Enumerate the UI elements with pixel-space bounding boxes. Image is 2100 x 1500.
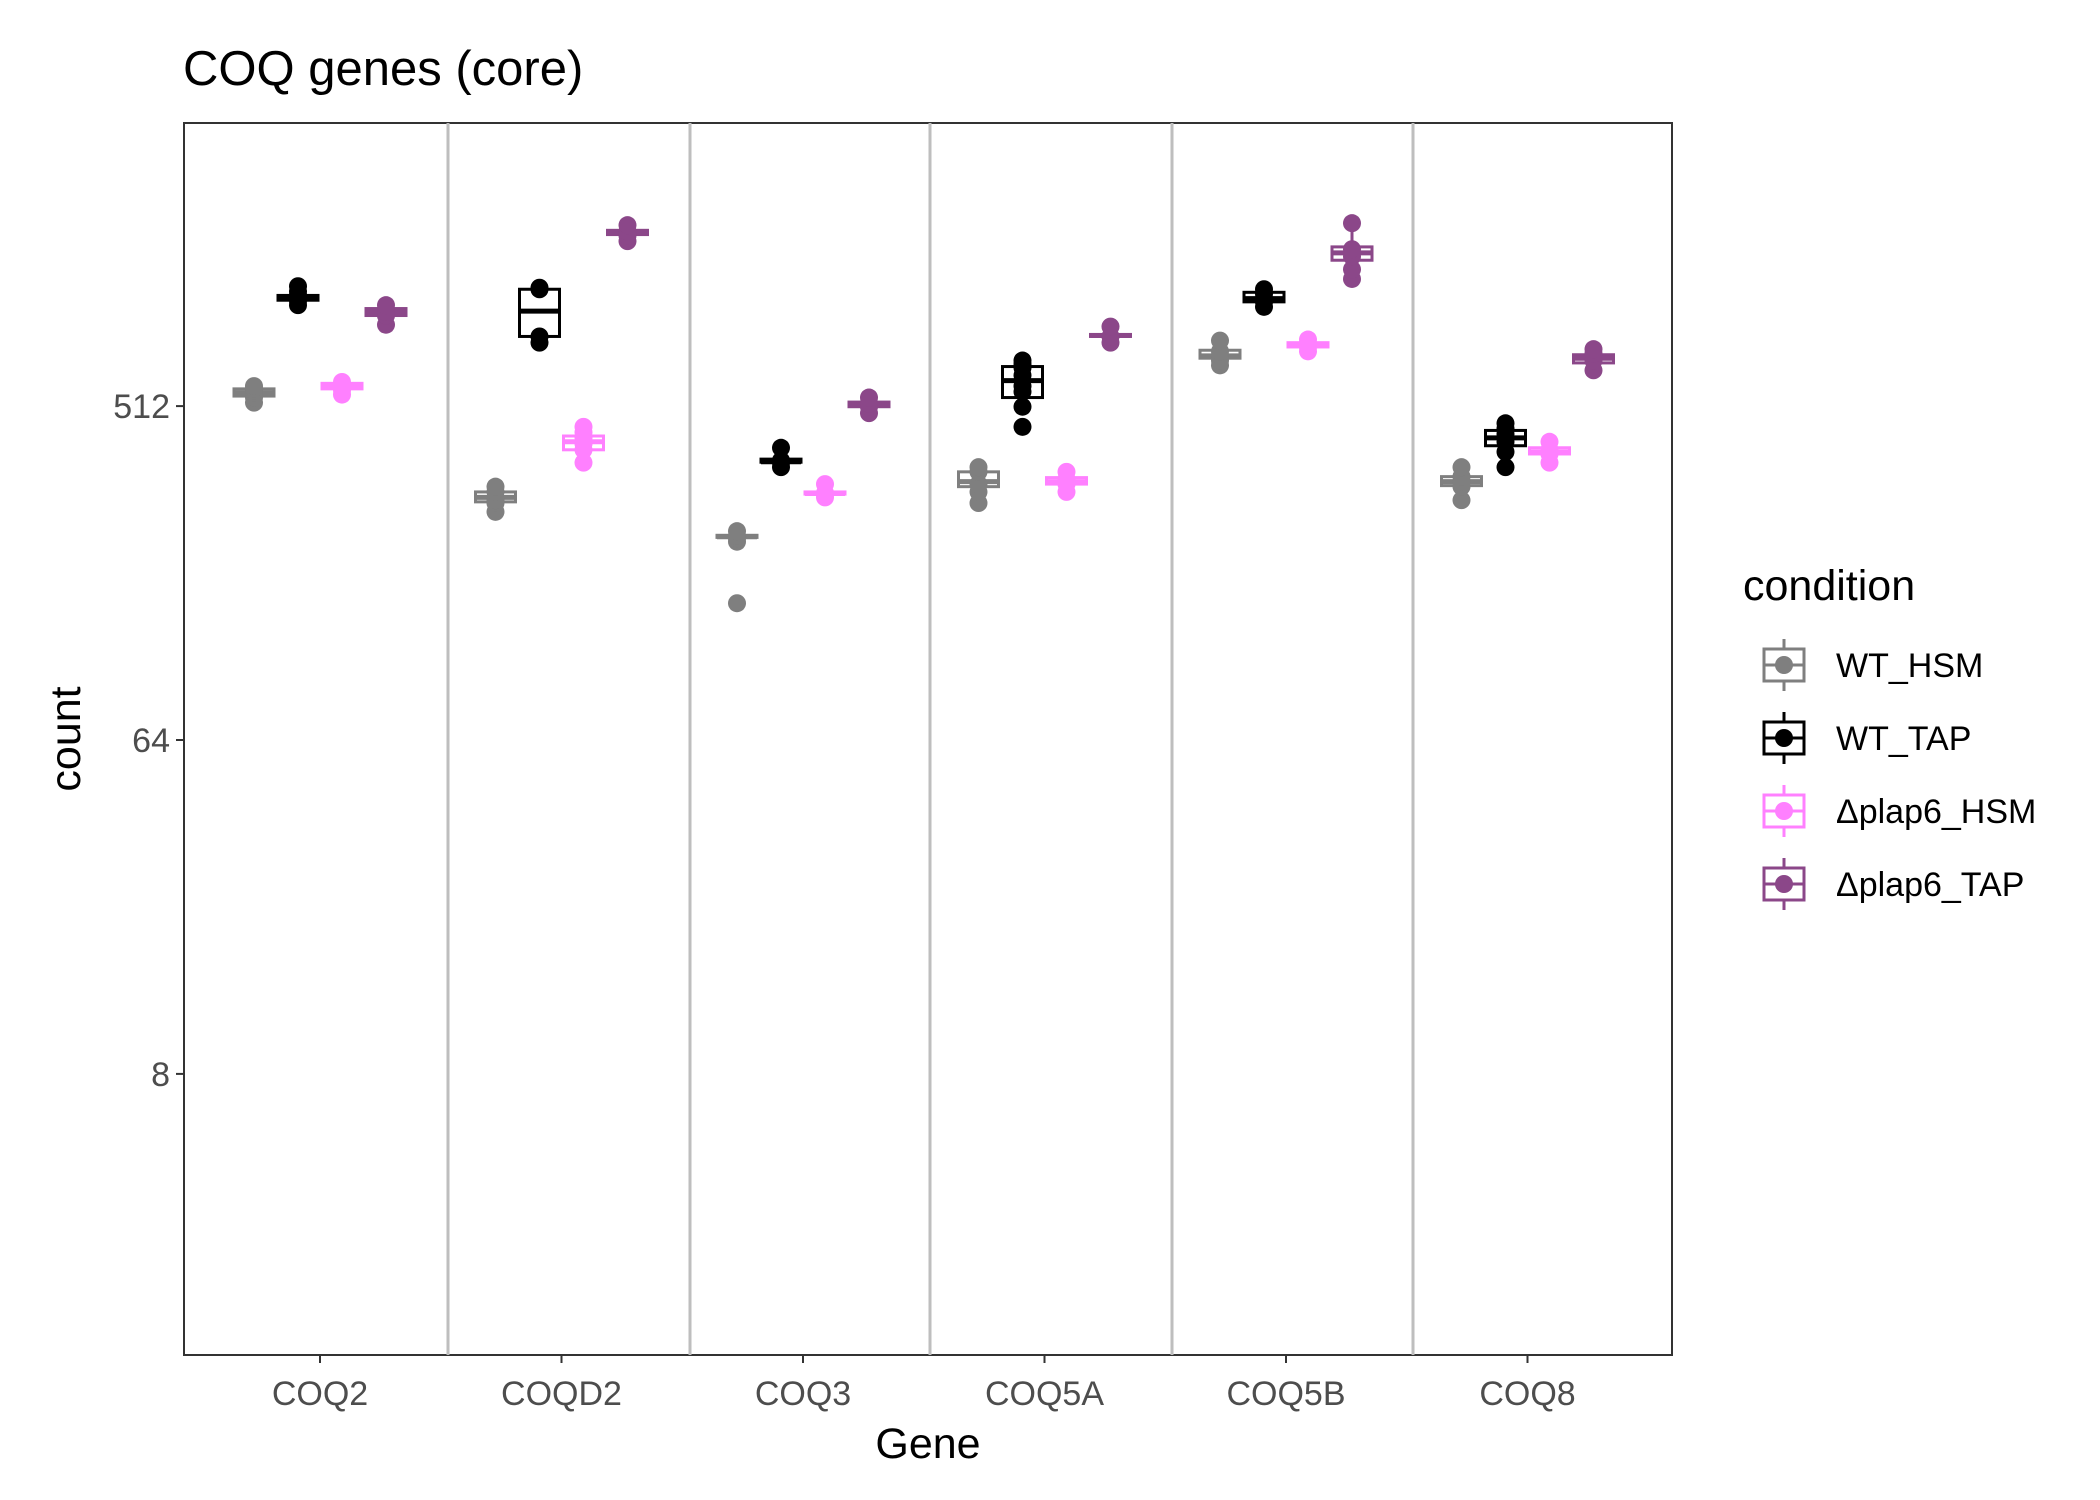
data-point: [1255, 280, 1273, 299]
data-point: [1013, 397, 1032, 416]
data-point: [728, 522, 746, 541]
data-point: [1496, 458, 1515, 477]
data-point: [245, 377, 263, 396]
legend-key-point: [1775, 802, 1793, 820]
facet-dividers: [446, 123, 1415, 1355]
y-axis: 8 64 512: [113, 388, 184, 1094]
box-COQ8-WT_HSM: [1440, 458, 1483, 510]
data-point: [377, 296, 395, 315]
legend-label: WT_HSM: [1836, 647, 1983, 685]
series-Δplap6_TAP: [364, 214, 1615, 423]
data-point: [772, 438, 790, 457]
box-COQD2-WT_HSM: [474, 477, 517, 521]
x-axis-title: Gene: [875, 1420, 980, 1468]
data-point: [1013, 351, 1032, 370]
data-point: [486, 477, 505, 496]
y-tick-label: 64: [132, 722, 170, 760]
data-point: [969, 458, 988, 477]
data-point: [1101, 317, 1120, 336]
data-point: [1584, 340, 1603, 359]
x-tick-label: COQ2: [272, 1375, 368, 1413]
series-Δplap6_HSM: [320, 330, 1571, 507]
y-tick-label: 512: [113, 388, 170, 426]
data-marks: [232, 214, 1615, 613]
data-point: [816, 475, 834, 494]
data-point: [1211, 331, 1229, 350]
data-point: [1452, 458, 1471, 477]
chart-title: COQ genes (core): [183, 42, 583, 96]
x-tick-label: COQD2: [501, 1375, 622, 1413]
box-COQD2-Δplap6_TAP: [606, 216, 649, 251]
y-tick-label: 8: [151, 1056, 170, 1094]
y-axis-title: count: [42, 686, 90, 791]
data-point: [1452, 491, 1471, 510]
data-point: [289, 277, 307, 296]
data-point: [1013, 417, 1032, 436]
data-point: [333, 372, 351, 391]
legend-label: Δplap6_TAP: [1836, 866, 2024, 904]
legend-key: [1762, 858, 1806, 910]
box-COQ2-Δplap6_TAP: [364, 296, 408, 334]
box-COQ8-Δplap6_HSM: [1528, 432, 1571, 472]
box-COQ3-WT_HSM: [715, 522, 759, 613]
box-COQ2-WT_TAP: [276, 277, 320, 315]
data-point: [530, 278, 549, 297]
legend-label: Δplap6_HSM: [1836, 793, 2036, 831]
series-WT_TAP: [276, 277, 1527, 477]
data-point: [530, 327, 549, 346]
data-point: [772, 451, 790, 470]
box-COQD2-Δplap6_HSM: [562, 417, 605, 472]
box-COQ2-WT_HSM: [232, 377, 276, 412]
data-point: [728, 594, 746, 613]
legend-key: [1762, 785, 1806, 837]
box-COQ5B-Δplap6_TAP: [1330, 214, 1374, 288]
box-COQ5B-WT_TAP: [1242, 280, 1286, 316]
box-COQ3-Δplap6_TAP: [847, 388, 891, 423]
legend-key: [1762, 712, 1806, 764]
data-point: [574, 417, 593, 436]
legend-key-point: [1775, 875, 1793, 893]
box-COQ5A-Δplap6_TAP: [1089, 317, 1132, 352]
box-COQ8-Δplap6_TAP: [1572, 340, 1615, 380]
legend-key-point: [1775, 656, 1793, 674]
box-COQ2-Δplap6_HSM: [320, 372, 364, 404]
box-COQ5A-WT_HSM: [957, 458, 1000, 513]
data-point: [1343, 260, 1361, 279]
legend-title: condition: [1743, 562, 1915, 610]
data-point: [574, 453, 593, 472]
legend-label: WT_TAP: [1836, 720, 1971, 758]
data-point: [1343, 214, 1361, 233]
x-tick-label: COQ8: [1479, 1375, 1575, 1413]
series-WT_HSM: [232, 331, 1483, 613]
data-point: [1343, 240, 1361, 259]
box-COQD2-WT_TAP: [518, 278, 561, 352]
x-tick-label: COQ5B: [1226, 1375, 1345, 1413]
x-tick-label: COQ5A: [985, 1375, 1104, 1413]
box-COQ5B-WT_HSM: [1198, 331, 1242, 375]
data-point: [1057, 462, 1076, 481]
legend-key: [1762, 639, 1806, 691]
legend-key-point: [1775, 729, 1793, 747]
x-axis: COQ2 COQD2 COQ3 COQ5A COQ5B COQ8: [272, 1355, 1576, 1413]
box-COQ3-WT_TAP: [759, 438, 803, 477]
legend: condition WT_HSM WT_TAP Δplap6_HSM Δplap6_T…: [1743, 562, 2036, 910]
data-point: [618, 216, 637, 235]
data-point: [860, 388, 878, 407]
x-tick-label: COQ3: [755, 1375, 851, 1413]
data-point: [1540, 432, 1559, 451]
box-COQ5A-WT_TAP: [1001, 351, 1044, 436]
data-point: [1299, 330, 1317, 349]
plot-panel: [183, 122, 1673, 1356]
box-COQ3-Δplap6_HSM: [803, 475, 847, 507]
box-COQ5B-Δplap6_HSM: [1286, 330, 1330, 361]
box-COQ8-WT_TAP: [1484, 414, 1527, 477]
data-point: [1496, 414, 1515, 433]
box-COQ5A-Δplap6_HSM: [1045, 462, 1088, 501]
